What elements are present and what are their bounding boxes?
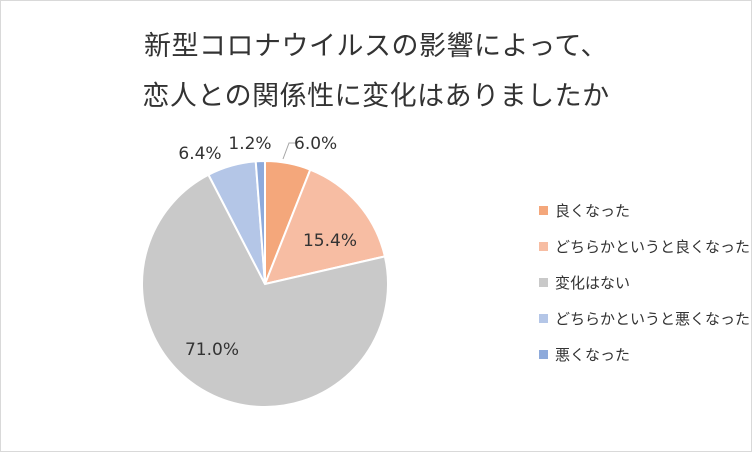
pie-slices: [141, 159, 390, 408]
pie-slice-3: [141, 173, 390, 408]
legend-label-1: 良くなった: [555, 202, 630, 220]
slice-label-1: 6.0%: [294, 134, 337, 154]
chart-title-line-2: 恋人との関係性に変化はありましたか: [142, 81, 610, 112]
slice-label-4: 6.4%: [178, 144, 221, 164]
legend: 良くなったどちらかというと良くなった変化はないどちらかというと悪くなった悪くなっ…: [539, 202, 750, 364]
slice-label-3: 71.0%: [185, 340, 239, 360]
chart-title-line-1: 新型コロナウイルスの影響によって、: [144, 31, 608, 62]
legend-swatch-3: [539, 278, 548, 287]
legend-swatch-1: [539, 206, 548, 215]
leader-lines: [282, 142, 297, 160]
pie-slice-2: [263, 168, 387, 286]
pie-slice-5: [254, 159, 266, 285]
legend-swatch-2: [539, 242, 548, 251]
legend-label-2: どちらかというと良くなった: [555, 238, 750, 256]
slice-label-5: 1.2%: [228, 134, 271, 154]
legend-swatch-5: [539, 350, 548, 359]
legend-label-5: 悪くなった: [555, 346, 630, 364]
legend-swatch-4: [539, 314, 548, 323]
slice-label-2: 15.4%: [303, 231, 357, 251]
leader-line-slice-1: [282, 142, 297, 160]
legend-label-4: どちらかというと悪くなった: [555, 310, 750, 328]
slice-labels: 6.0% 15.4% 71.0% 6.4% 1.2%: [178, 134, 357, 360]
legend-label-3: 変化はない: [555, 274, 630, 292]
